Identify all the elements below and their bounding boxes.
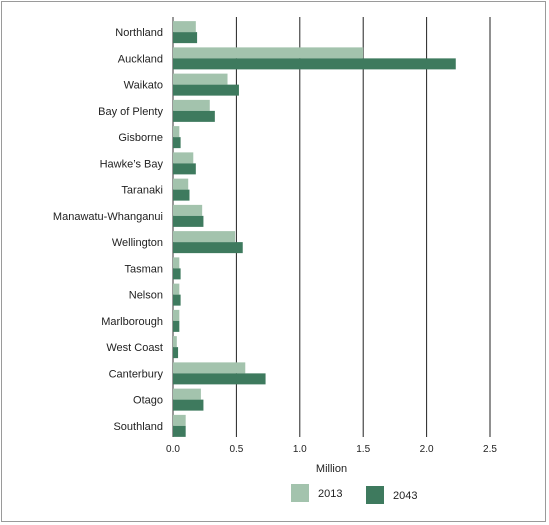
bar-taranaki-2043 (173, 189, 190, 201)
bar-west-coast-2043 (173, 347, 179, 359)
bar-southland-2043 (173, 425, 186, 437)
category-label: West Coast (106, 342, 163, 354)
x-tick-labels: 0.0 0.5 1.0 1.5 2.0 2.5 (166, 444, 497, 455)
category-label: Canterbury (109, 368, 164, 380)
bar-marlborough-2043 (173, 320, 180, 332)
bar-hawke-s-bay-2013 (173, 152, 194, 164)
bar-manawatu-whanganui-2043 (173, 215, 204, 227)
bar-otago-2013 (173, 388, 201, 400)
bar-west-coast-2013 (173, 336, 177, 348)
bar-hawke-s-bay-2043 (173, 163, 196, 175)
bar-wellington-2043 (173, 242, 243, 254)
legend-label-2043: 2043 (393, 490, 417, 502)
x-tick-label: 2.5 (483, 444, 497, 455)
x-tick-label: 0.5 (229, 444, 243, 455)
bar-manawatu-whanganui-2013 (173, 204, 203, 216)
bar-gisborne-2013 (173, 126, 180, 138)
bar-nelson-2043 (173, 294, 181, 306)
legend-swatch-2013 (291, 484, 309, 502)
bar-tasman-2043 (173, 268, 181, 280)
bar-marlborough-2013 (173, 309, 180, 321)
bar-gisborne-2043 (173, 137, 181, 149)
bar-bay-of-plenty-2043 (173, 110, 215, 122)
category-label: Bay of Plenty (98, 106, 163, 118)
category-label: Otago (133, 395, 163, 407)
legend-swatch-2043 (366, 486, 384, 504)
category-label: Northland (115, 27, 163, 39)
legend-label-2013: 2013 (318, 488, 342, 500)
x-tick-label: 1.5 (356, 444, 370, 455)
category-label: Auckland (118, 53, 163, 65)
bar-auckland-2043 (173, 58, 456, 70)
category-label: Wellington (112, 237, 163, 249)
bar-waikato-2043 (173, 84, 239, 96)
bar-canterbury-2043 (173, 373, 266, 385)
bar-wellington-2013 (173, 231, 236, 243)
bar-southland-2013 (173, 414, 186, 426)
category-label: Tasman (124, 263, 163, 275)
x-tick-label: 0.0 (166, 444, 180, 455)
bar-bay-of-plenty-2013 (173, 99, 210, 111)
bar-waikato-2013 (173, 73, 228, 85)
category-label: Nelson (129, 290, 163, 302)
category-label: Marlborough (101, 316, 163, 328)
x-axis-title: Million (316, 463, 347, 475)
bar-northland-2013 (173, 21, 196, 33)
category-labels: Northland Auckland Waikato Bay of Plenty Gis… (53, 27, 164, 433)
bar-northland-2043 (173, 32, 198, 44)
bar-canterbury-2013 (173, 362, 246, 374)
legend: 2013 2043 (291, 484, 417, 504)
bar-tasman-2013 (173, 257, 180, 269)
x-tick-label: 2.0 (420, 444, 434, 455)
bar-auckland-2013 (173, 47, 364, 59)
category-label: Hawke’s Bay (100, 158, 164, 170)
category-label: Gisborne (118, 132, 163, 144)
bar-taranaki-2013 (173, 178, 189, 190)
bar-otago-2043 (173, 399, 204, 411)
category-label: Southland (113, 421, 163, 433)
x-tick-label: 1.0 (293, 444, 307, 455)
bars (173, 21, 456, 437)
category-label: Waikato (124, 80, 163, 92)
bar-nelson-2013 (173, 283, 180, 295)
category-label: Manawatu-Whanganui (53, 211, 163, 223)
category-label: Taranaki (121, 185, 163, 197)
